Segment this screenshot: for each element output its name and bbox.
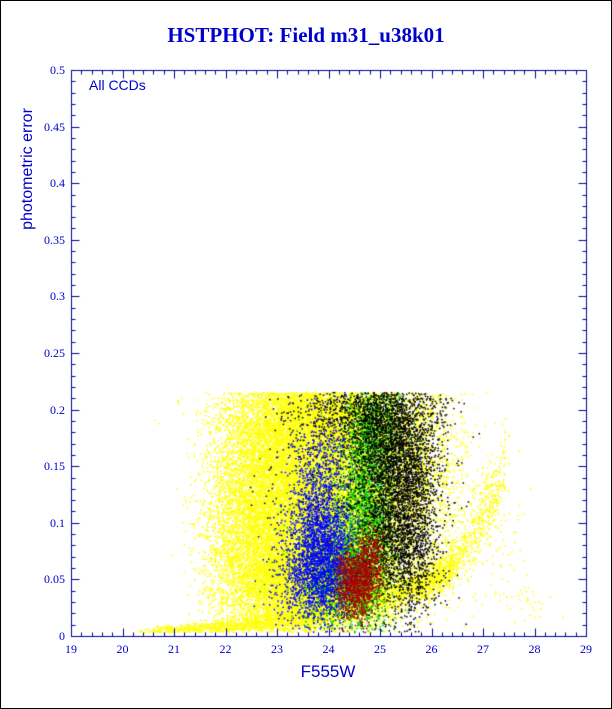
x-tick-label: 27 bbox=[477, 642, 489, 656]
y-tick-label: 0.35 bbox=[44, 232, 65, 247]
y-tick-label: 0.25 bbox=[44, 346, 65, 360]
x-tick-label: 26 bbox=[425, 642, 438, 656]
x-tick-label: 19 bbox=[65, 642, 77, 656]
x-tick-label: 24 bbox=[322, 642, 335, 656]
y-tick-label: 0 bbox=[59, 629, 65, 643]
y-tick-label: 0.45 bbox=[44, 119, 65, 134]
y-tick-label: 0.2 bbox=[50, 402, 65, 417]
y-tick-label: 0.5 bbox=[50, 63, 65, 77]
x-axis-label: F555W bbox=[300, 662, 356, 681]
y-tick-label: 0.4 bbox=[50, 176, 65, 191]
x-tick-label: 25 bbox=[374, 642, 386, 656]
y-tick-label: 0.15 bbox=[44, 459, 65, 474]
x-tick-label: 20 bbox=[116, 642, 129, 656]
y-tick-label: 0.05 bbox=[44, 572, 65, 587]
chart-title: HSTPHOT: Field m31_u38k01 bbox=[167, 23, 445, 47]
x-tick-label: 23 bbox=[271, 642, 283, 656]
y-tick-label: 0.1 bbox=[50, 515, 65, 530]
x-tick-label: 29 bbox=[580, 642, 592, 656]
ccd-annotation: All CCDs bbox=[89, 77, 146, 93]
x-tick-label: 28 bbox=[528, 642, 541, 656]
x-tick-label: 21 bbox=[168, 642, 180, 656]
x-tick-label: 22 bbox=[219, 642, 232, 656]
y-tick-label: 0.3 bbox=[50, 289, 65, 304]
